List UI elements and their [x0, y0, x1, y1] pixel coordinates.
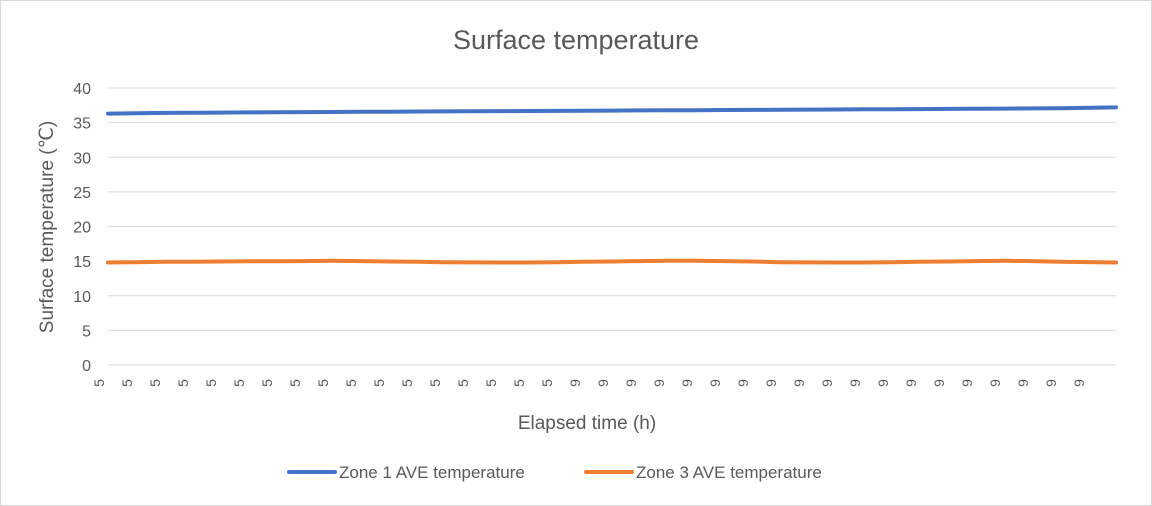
- x-tick-label: 9: [763, 379, 779, 387]
- x-tick-label: 5: [483, 379, 499, 387]
- x-tick-label: 9: [1071, 379, 1087, 387]
- y-tick-label: 40: [73, 81, 91, 98]
- x-tick-label: 5: [287, 379, 303, 387]
- x-tick-label: 9: [595, 379, 611, 387]
- y-tick-label: 35: [73, 116, 91, 133]
- x-tick-label: 5: [231, 379, 247, 387]
- series-line-1: [106, 105, 1118, 116]
- x-tick-label: 5: [91, 379, 107, 387]
- x-tick-label: 5: [259, 379, 275, 387]
- y-axis-ticks: 0 5 10 15 20 25 30 35 40: [73, 81, 91, 375]
- x-tick-label: 5: [119, 379, 135, 387]
- y-tick-label: 5: [82, 323, 91, 340]
- legend-label: Zone 1 AVE temperature: [339, 463, 525, 482]
- x-tick-label: 5: [315, 379, 331, 387]
- x-tick-label: 9: [903, 379, 919, 387]
- x-tick-label: 9: [1015, 379, 1031, 387]
- y-tick-label: 15: [73, 254, 91, 271]
- y-tick-label: 30: [73, 150, 91, 167]
- x-tick-label: 5: [539, 379, 555, 387]
- x-tick-label: 9: [959, 379, 975, 387]
- x-tick-label: 5: [511, 379, 527, 387]
- y-axis-label: Surface temperature (℃): [37, 121, 58, 333]
- y-tick-label: 20: [73, 220, 91, 237]
- x-axis-ticks: 5 5 5 5 5 5 5 5 5 5 5 5 5 5 5 5 5 9 9 9 9 9 9 9 9 9 9 9 9 9 9 9 9 9 9 9: [91, 379, 1087, 387]
- x-tick-label: 9: [931, 379, 947, 387]
- x-tick-label: 5: [203, 379, 219, 387]
- x-tick-label: 9: [987, 379, 1003, 387]
- x-tick-label: 5: [343, 379, 359, 387]
- x-tick-label: 9: [735, 379, 751, 387]
- x-tick-label: 9: [1043, 379, 1059, 387]
- chart-title: Surface temperature: [453, 25, 699, 55]
- legend-label: Zone 3 AVE temperature: [636, 463, 822, 482]
- x-tick-label: 9: [847, 379, 863, 387]
- y-tick-label: 0: [82, 358, 91, 375]
- x-tick-label: 5: [399, 379, 415, 387]
- x-tick-label: 9: [679, 379, 695, 387]
- x-tick-label: 9: [707, 379, 723, 387]
- x-tick-label: 5: [371, 379, 387, 387]
- x-tick-label: 5: [427, 379, 443, 387]
- x-tick-label: 5: [175, 379, 191, 387]
- x-tick-label: 5: [455, 379, 471, 387]
- y-tick-label: 25: [73, 185, 91, 202]
- series-lines: [106, 105, 1118, 265]
- x-tick-label: 9: [875, 379, 891, 387]
- x-tick-label: 5: [147, 379, 163, 387]
- legend-item-2: Zone 3 AVE temperature: [584, 463, 822, 482]
- legend-item-1: Zone 1 AVE temperature: [287, 463, 525, 482]
- legend: Zone 1 AVE temperature Zone 3 AVE tempera…: [287, 463, 822, 482]
- y-tick-label: 10: [73, 289, 91, 306]
- x-tick-label: 9: [651, 379, 667, 387]
- x-tick-label: 9: [791, 379, 807, 387]
- x-axis-label: Elapsed time (h): [518, 413, 656, 434]
- gridlines: [108, 87, 1116, 366]
- x-tick-label: 9: [819, 379, 835, 387]
- series-line-2: [106, 258, 1118, 265]
- x-tick-label: 9: [567, 379, 583, 387]
- x-tick-label: 9: [623, 379, 639, 387]
